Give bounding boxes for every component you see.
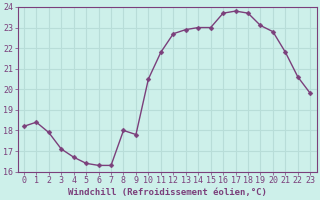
X-axis label: Windchill (Refroidissement éolien,°C): Windchill (Refroidissement éolien,°C) <box>68 188 267 197</box>
